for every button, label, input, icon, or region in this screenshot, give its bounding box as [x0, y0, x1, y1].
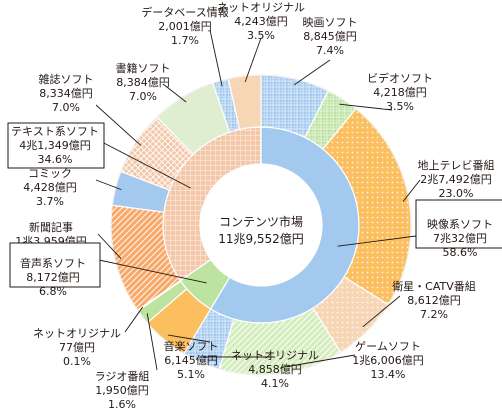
inner-ring-label-0-percent: 58.6% — [443, 246, 478, 259]
outer-ring-leader-9 — [97, 233, 122, 259]
inner-ring-leader-2 — [97, 139, 191, 189]
outer-ring-leader-7 — [146, 313, 158, 371]
outer-ring-label-11-name: 雑誌ソフト — [39, 72, 94, 86]
outer-ring-label-6-name: 音楽ソフト — [164, 339, 219, 353]
outer-ring-leader-1 — [339, 103, 393, 111]
outer-ring-slice-3-texture — [312, 276, 389, 353]
outer-ring-label-12-value: 8,384億円 — [116, 76, 170, 89]
leader-lines — [95, 29, 421, 371]
outer-ring-label-3-percent: 7.2% — [420, 308, 448, 321]
outer-ring-slice-1-texture — [304, 90, 356, 150]
outer-ring-label-8-percent: 0.1% — [63, 355, 91, 368]
outer-ring-label-8-value: 77億円 — [59, 341, 95, 354]
outer-ring-label-7-name: ラジオ番組 — [95, 370, 150, 383]
inner-ring-label-2-value: 4兆1,349億円 — [19, 139, 91, 152]
outer-ring-leader-4 — [280, 354, 356, 369]
outer-ring-label-11-percent: 7.0% — [52, 101, 80, 114]
inner-ring-label-box-2 — [7, 122, 105, 169]
inner-ring-label-2-percent: 34.6% — [38, 153, 73, 166]
outer-ring-label-11-value: 8,334億円 — [39, 87, 93, 100]
outer-ring-slice-0-texture — [261, 75, 329, 138]
outer-ring-label-7-percent: 1.6% — [108, 398, 136, 410]
outer-ring-slice-2-texture — [322, 108, 412, 305]
outer-ring-label-14-value: 4,243億円 — [234, 15, 288, 28]
outer-ring-label-3-name: 衛星・CATV番組 — [392, 280, 476, 293]
outer-ring-label-2-value: 2兆7,492億円 — [420, 173, 492, 186]
outer-ring-edge — [110, 74, 412, 376]
outer-ring-label-1-percent: 3.5% — [386, 100, 414, 113]
center-title: コンテンツ市場 — [219, 214, 303, 229]
outer-ring-leader-2 — [402, 179, 421, 202]
donut-rings — [110, 74, 412, 376]
inner-ring-label-box-1 — [9, 242, 101, 288]
inner-ring-label-2-name: テキスト系ソフト — [11, 125, 99, 138]
outer-ring-label-10-name: コミック — [28, 167, 72, 180]
outer-ring-leader-11 — [95, 104, 142, 146]
outer-ring-leader-6 — [168, 334, 211, 343]
outer-ring-label-9-name: 新聞記事 — [29, 220, 73, 234]
outer-ring-label-6-percent: 5.1% — [177, 368, 205, 381]
outer-ring-label-3-value: 8,612億円 — [407, 294, 461, 307]
outer-ring-label-5-name: ネットオリジナル — [231, 349, 319, 362]
outer-ring-label-10-percent: 3.7% — [36, 195, 64, 208]
outer-ring-label-4-value: 1兆6,006億円 — [352, 354, 424, 367]
outer-ring-slice-11-texture — [120, 116, 194, 191]
outer-ring-label-2-percent: 23.0% — [439, 187, 474, 200]
outer-ring-label-14-name: ネットオリジナル — [217, 1, 305, 14]
inner-ring-label-1-value: 8,172億円 — [26, 271, 80, 284]
outer-ring-label-14-percent: 3.5% — [247, 29, 275, 42]
outer-ring-label-4-percent: 13.4% — [371, 368, 406, 381]
inner-ring-label-1-name: 音声系ソフト — [20, 256, 86, 270]
outer-ring-label-0-value: 8,845億円 — [303, 30, 357, 43]
outer-ring-label-13-percent: 1.7% — [171, 34, 199, 47]
slice-labels: 映画ソフト8,845億円7.4%ビデオソフト4,218億円3.5%地上テレビ番組… — [7, 1, 502, 410]
outer-ring-label-0-percent: 7.4% — [316, 44, 344, 57]
outer-ring-leader-13 — [209, 29, 223, 87]
outer-ring-label-12-name: 書籍ソフト — [116, 61, 171, 75]
outer-ring-label-8-name: ネットオリジナル — [33, 327, 121, 340]
outer-ring-leader-8 — [124, 306, 144, 333]
outer-ring-slice-9-texture — [111, 205, 181, 311]
outer-ring-label-12-percent: 7.0% — [129, 90, 157, 103]
inner-ring-label-0-value: 7兆32億円 — [433, 232, 487, 245]
inner-ring-label-0-name: 映像系ソフト — [427, 218, 493, 231]
inner-ring-slice-2-texture — [162, 126, 261, 281]
outer-ring-leader-10 — [95, 179, 122, 191]
inner-ring-leader-0 — [337, 235, 417, 247]
inner-ring-label-1-percent: 6.8% — [39, 285, 67, 298]
outer-ring-label-5-value: 4,858億円 — [248, 363, 302, 376]
center-total: 11兆9,552億円 — [218, 232, 304, 246]
outer-ring-label-1-value: 4,218億円 — [373, 86, 427, 99]
inner-ring-leader-1 — [98, 259, 207, 284]
outer-ring-leader-14 — [244, 37, 262, 83]
outer-ring-label-5-percent: 4.1% — [261, 377, 289, 390]
outer-ring-slice-5-texture — [183, 309, 234, 370]
outer-ring-label-0-name: 映画ソフト — [303, 16, 358, 29]
outer-ring-label-6-value: 6,145億円 — [164, 354, 218, 367]
outer-ring-label-4-name: ゲームソフト — [355, 340, 421, 353]
outer-ring-label-10-value: 4,428億円 — [23, 181, 77, 194]
outer-ring-label-13-value: 2,001億円 — [158, 20, 212, 33]
outer-ring-leader-12 — [162, 83, 187, 103]
outer-ring-label-1-name: ビデオソフト — [367, 71, 433, 85]
outer-ring-leader-3 — [362, 295, 401, 328]
outer-ring-slice-13-texture — [212, 78, 240, 133]
outer-ring-label-7-value: 1,950億円 — [95, 384, 149, 397]
outer-ring-label-13-name: データベース情報 — [141, 5, 228, 19]
outer-ring-leader-0 — [293, 59, 331, 86]
outer-ring-label-2-name: 地上テレビ番組 — [418, 159, 495, 172]
outer-ring-slice-4-texture — [219, 308, 341, 376]
inner-ring-label-box-0 — [415, 199, 502, 249]
